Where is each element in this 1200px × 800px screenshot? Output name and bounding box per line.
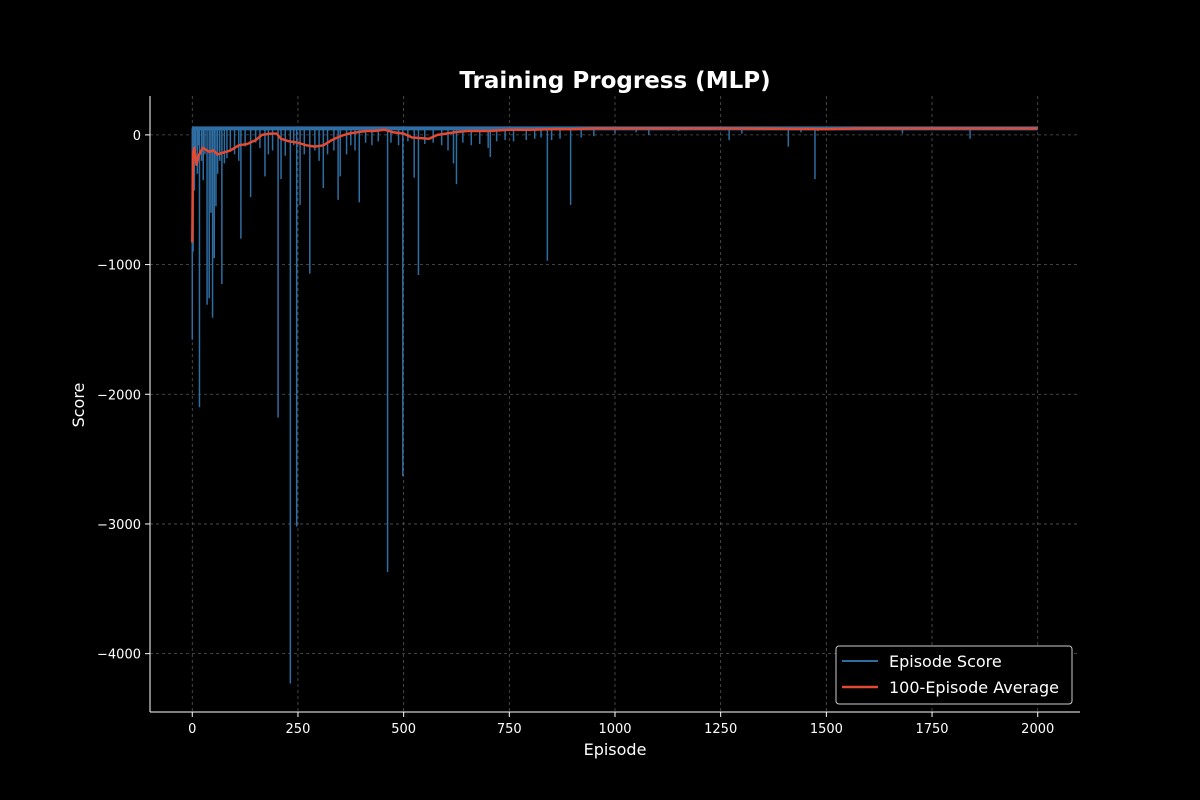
average-score-series bbox=[191, 127, 1038, 243]
y-axis-label: Score bbox=[69, 383, 88, 428]
average-score-line bbox=[191, 127, 1038, 243]
x-tick-label-4: 1000 bbox=[598, 722, 631, 737]
x-tick-label-8: 2000 bbox=[1021, 722, 1054, 737]
y-tick-label-3: −1000 bbox=[97, 259, 141, 274]
y-tick-label-0: −4000 bbox=[97, 648, 141, 663]
y-axis-ticks: −4000 −3000 −2000 −1000 0 bbox=[97, 129, 150, 663]
x-axis-ticks: 0 250 500 750 1000 1250 1500 1750 2000 bbox=[188, 712, 1054, 737]
x-axis-label: Episode bbox=[584, 740, 647, 759]
y-tick-label-2: −2000 bbox=[97, 388, 141, 403]
x-tick-label-7: 1750 bbox=[915, 722, 948, 737]
x-tick-label-5: 1250 bbox=[704, 722, 737, 737]
x-tick-label-6: 1500 bbox=[810, 722, 843, 737]
chart-title: Training Progress (MLP) bbox=[459, 68, 770, 94]
y-tick-label-4: 0 bbox=[133, 129, 141, 144]
x-tick-label-0: 0 bbox=[188, 722, 196, 737]
chart-legend: Episode Score 100-Episode Average bbox=[835, 645, 1073, 705]
legend-label-average: 100-Episode Average bbox=[889, 678, 1059, 697]
legend-label-episode-score: Episode Score bbox=[889, 652, 1002, 671]
grid-lines bbox=[150, 96, 1080, 712]
legend-box bbox=[835, 645, 1073, 705]
x-tick-label-2: 500 bbox=[391, 722, 416, 737]
y-tick-label-1: −3000 bbox=[97, 518, 141, 533]
x-tick-label-3: 750 bbox=[497, 722, 522, 737]
x-tick-label-1: 250 bbox=[286, 722, 311, 737]
